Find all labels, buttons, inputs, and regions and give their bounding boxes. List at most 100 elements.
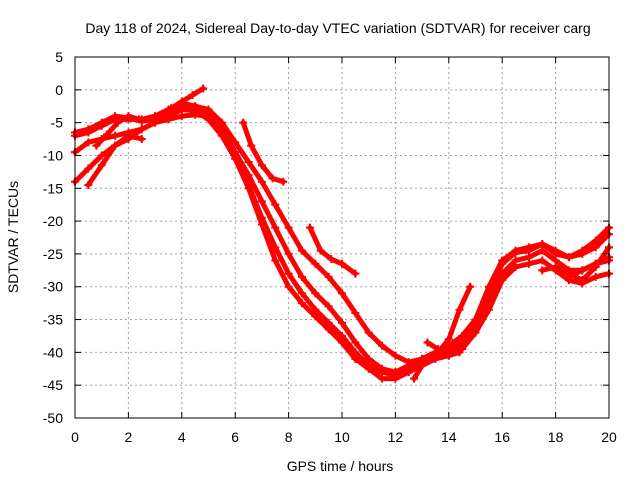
data-point	[97, 121, 106, 130]
data-point	[257, 161, 266, 170]
y-tick-label: -5	[51, 115, 64, 131]
data-point	[591, 236, 600, 245]
data-point	[324, 325, 333, 334]
data-point	[111, 141, 120, 150]
data-point	[305, 223, 314, 232]
data-point	[271, 256, 280, 265]
data-point	[257, 197, 266, 206]
data-point	[284, 269, 293, 278]
x-tick-label: 12	[388, 429, 404, 445]
data-point	[145, 115, 154, 124]
data-point	[538, 256, 547, 265]
data-point	[551, 263, 560, 272]
data-point	[324, 272, 333, 281]
data-point	[434, 345, 443, 354]
data-point	[578, 246, 587, 255]
data-point	[484, 305, 493, 314]
y-tick-label: 5	[55, 49, 63, 65]
data-point	[316, 246, 325, 255]
data-point	[578, 266, 587, 275]
data-point	[538, 266, 547, 275]
data-point	[364, 328, 373, 337]
data-point	[137, 135, 146, 144]
data-point	[498, 256, 507, 265]
x-tick-label: 2	[125, 429, 133, 445]
data-point	[239, 118, 248, 127]
data-point	[338, 289, 346, 298]
data-point	[204, 115, 213, 124]
data-point	[455, 305, 464, 314]
y-tick-label: -45	[43, 377, 63, 393]
data-point	[124, 112, 133, 121]
y-tick-label: -15	[43, 180, 63, 196]
data-point	[418, 361, 427, 370]
data-point	[551, 249, 560, 258]
data-point	[471, 328, 480, 337]
x-tick-label: 8	[285, 429, 293, 445]
data-point	[351, 269, 360, 278]
data-point	[271, 200, 280, 209]
data-point	[351, 338, 360, 347]
data-point	[484, 282, 493, 291]
data-point	[244, 158, 253, 167]
y-tick-label: -50	[43, 410, 63, 426]
x-tick-label: 10	[334, 429, 350, 445]
data-point	[84, 164, 93, 173]
data-point	[591, 259, 600, 268]
y-tick-label: -40	[43, 344, 63, 360]
data-point	[188, 91, 197, 100]
data-point	[364, 364, 373, 373]
data-point	[217, 131, 226, 140]
data-point	[204, 105, 213, 114]
data-point	[591, 272, 600, 281]
data-point	[244, 184, 253, 193]
data-point	[279, 177, 288, 186]
data-point	[471, 315, 480, 324]
data-point	[404, 358, 413, 367]
data-point	[444, 335, 453, 344]
data-point	[458, 331, 467, 340]
series-group	[71, 84, 613, 383]
data-point	[378, 374, 387, 383]
data-point	[338, 318, 346, 327]
axis-ticks: 0 2 4 6 8 10 12 14 16 18 20 5 0 -5 -10 -15 -20 -25 -30 -35 -…	[43, 49, 617, 445]
data-point	[297, 272, 306, 281]
x-tick-label: 6	[231, 429, 239, 445]
data-point	[564, 253, 573, 262]
data-point	[297, 299, 306, 308]
x-tick-label: 4	[178, 429, 186, 445]
series-line-12	[566, 254, 612, 280]
data-point	[231, 154, 240, 163]
data-point	[324, 302, 333, 311]
data-point	[378, 341, 387, 350]
data-point	[578, 276, 587, 285]
y-tick-label: -25	[43, 246, 63, 262]
data-point	[426, 351, 435, 360]
data-point	[199, 84, 208, 93]
x-tick-label: 18	[548, 429, 564, 445]
data-point	[564, 272, 573, 281]
y-tick-label: -20	[43, 213, 63, 229]
data-point	[177, 97, 186, 106]
x-tick-label: 20	[601, 429, 617, 445]
grid	[74, 56, 610, 419]
data-point	[284, 249, 293, 258]
data-point	[391, 351, 400, 360]
data-point	[311, 259, 320, 268]
data-point	[217, 118, 226, 127]
series-line-10	[424, 340, 462, 359]
data-point	[351, 354, 360, 363]
data-point	[538, 240, 547, 249]
data-point	[97, 161, 106, 170]
y-axis-label: SDTVAR / TECUs	[5, 181, 21, 293]
data-point	[84, 180, 93, 189]
data-point	[103, 130, 112, 139]
data-point	[466, 282, 475, 291]
data-point	[156, 110, 165, 119]
y-tick-label: -35	[43, 312, 63, 328]
data-point	[455, 348, 464, 357]
data-point	[284, 282, 293, 291]
data-point	[257, 220, 266, 229]
data-point	[92, 141, 101, 150]
data-point	[97, 151, 106, 160]
